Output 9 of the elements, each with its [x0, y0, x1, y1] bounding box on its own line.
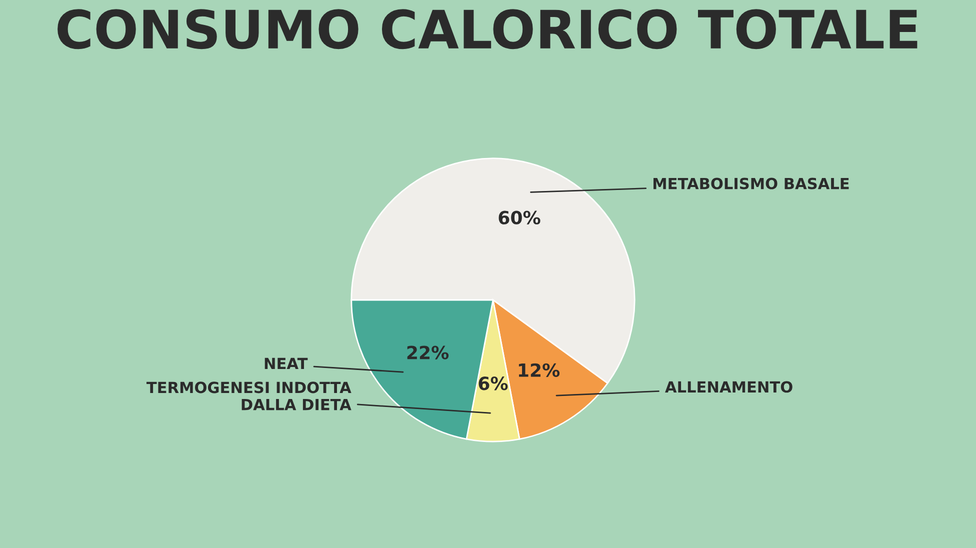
chart-title: CONSUMO CALORICO TOTALE [58, 9, 918, 50]
slice-label: ALLENAMENTO [665, 381, 792, 393]
data-label: 22% [407, 346, 449, 360]
data-label: 60% [498, 210, 540, 224]
slice-label: TERMOGENESI INDOTTA DALLA DIETA [146, 382, 352, 410]
data-label: 12% [518, 363, 560, 377]
slice-label: METABOLISMO BASALE [654, 178, 849, 190]
data-label: 6% [478, 376, 508, 390]
slice-label: NEAT [264, 358, 308, 370]
